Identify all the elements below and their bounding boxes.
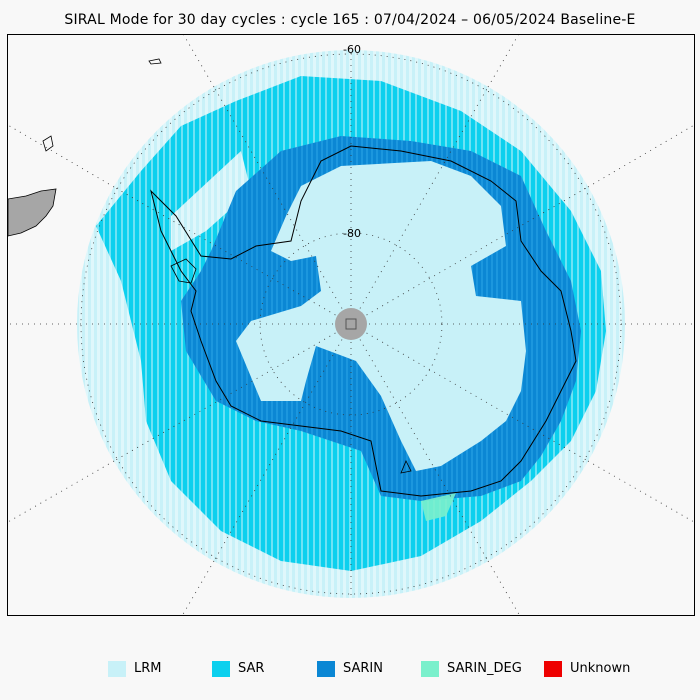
legend-swatch-sarin xyxy=(317,661,335,677)
ice-shelf-outline xyxy=(170,258,412,474)
map-frame: -60 -80 xyxy=(7,34,695,616)
legend-label-sar: SAR xyxy=(238,661,265,676)
legend-swatch-sar xyxy=(212,661,230,677)
antarctica-coastline xyxy=(150,145,577,497)
south-america-landmass xyxy=(8,188,57,237)
legend-swatch-unknown xyxy=(544,661,562,677)
lrm-notch-pacific xyxy=(171,151,251,251)
pole-square xyxy=(345,318,357,330)
legend-label-unknown: Unknown xyxy=(570,661,631,676)
pole-marker xyxy=(335,308,367,340)
legend-label-sarin: SARIN xyxy=(343,661,383,676)
graticule xyxy=(77,50,625,598)
legend-label-lrm: LRM xyxy=(134,661,162,676)
legend: LRM SAR SARIN SARIN_DEG Unknown xyxy=(0,660,700,680)
legend-swatch-sarin-deg xyxy=(421,661,439,677)
legend-swatch-lrm xyxy=(108,661,126,677)
polar-map: -60 -80 xyxy=(8,35,694,615)
lat-label-60: -60 xyxy=(343,43,361,56)
map-title: SIRAL Mode for 30 day cycles : cycle 165… xyxy=(64,12,636,28)
sarin-deg-patch xyxy=(421,493,456,521)
island-outline xyxy=(42,58,162,152)
lat-label-80: -80 xyxy=(343,227,361,240)
legend-label-sarin-deg: SARIN_DEG xyxy=(447,661,522,676)
outer-graticule xyxy=(8,35,694,615)
lrm-interior-plateau xyxy=(236,161,526,471)
